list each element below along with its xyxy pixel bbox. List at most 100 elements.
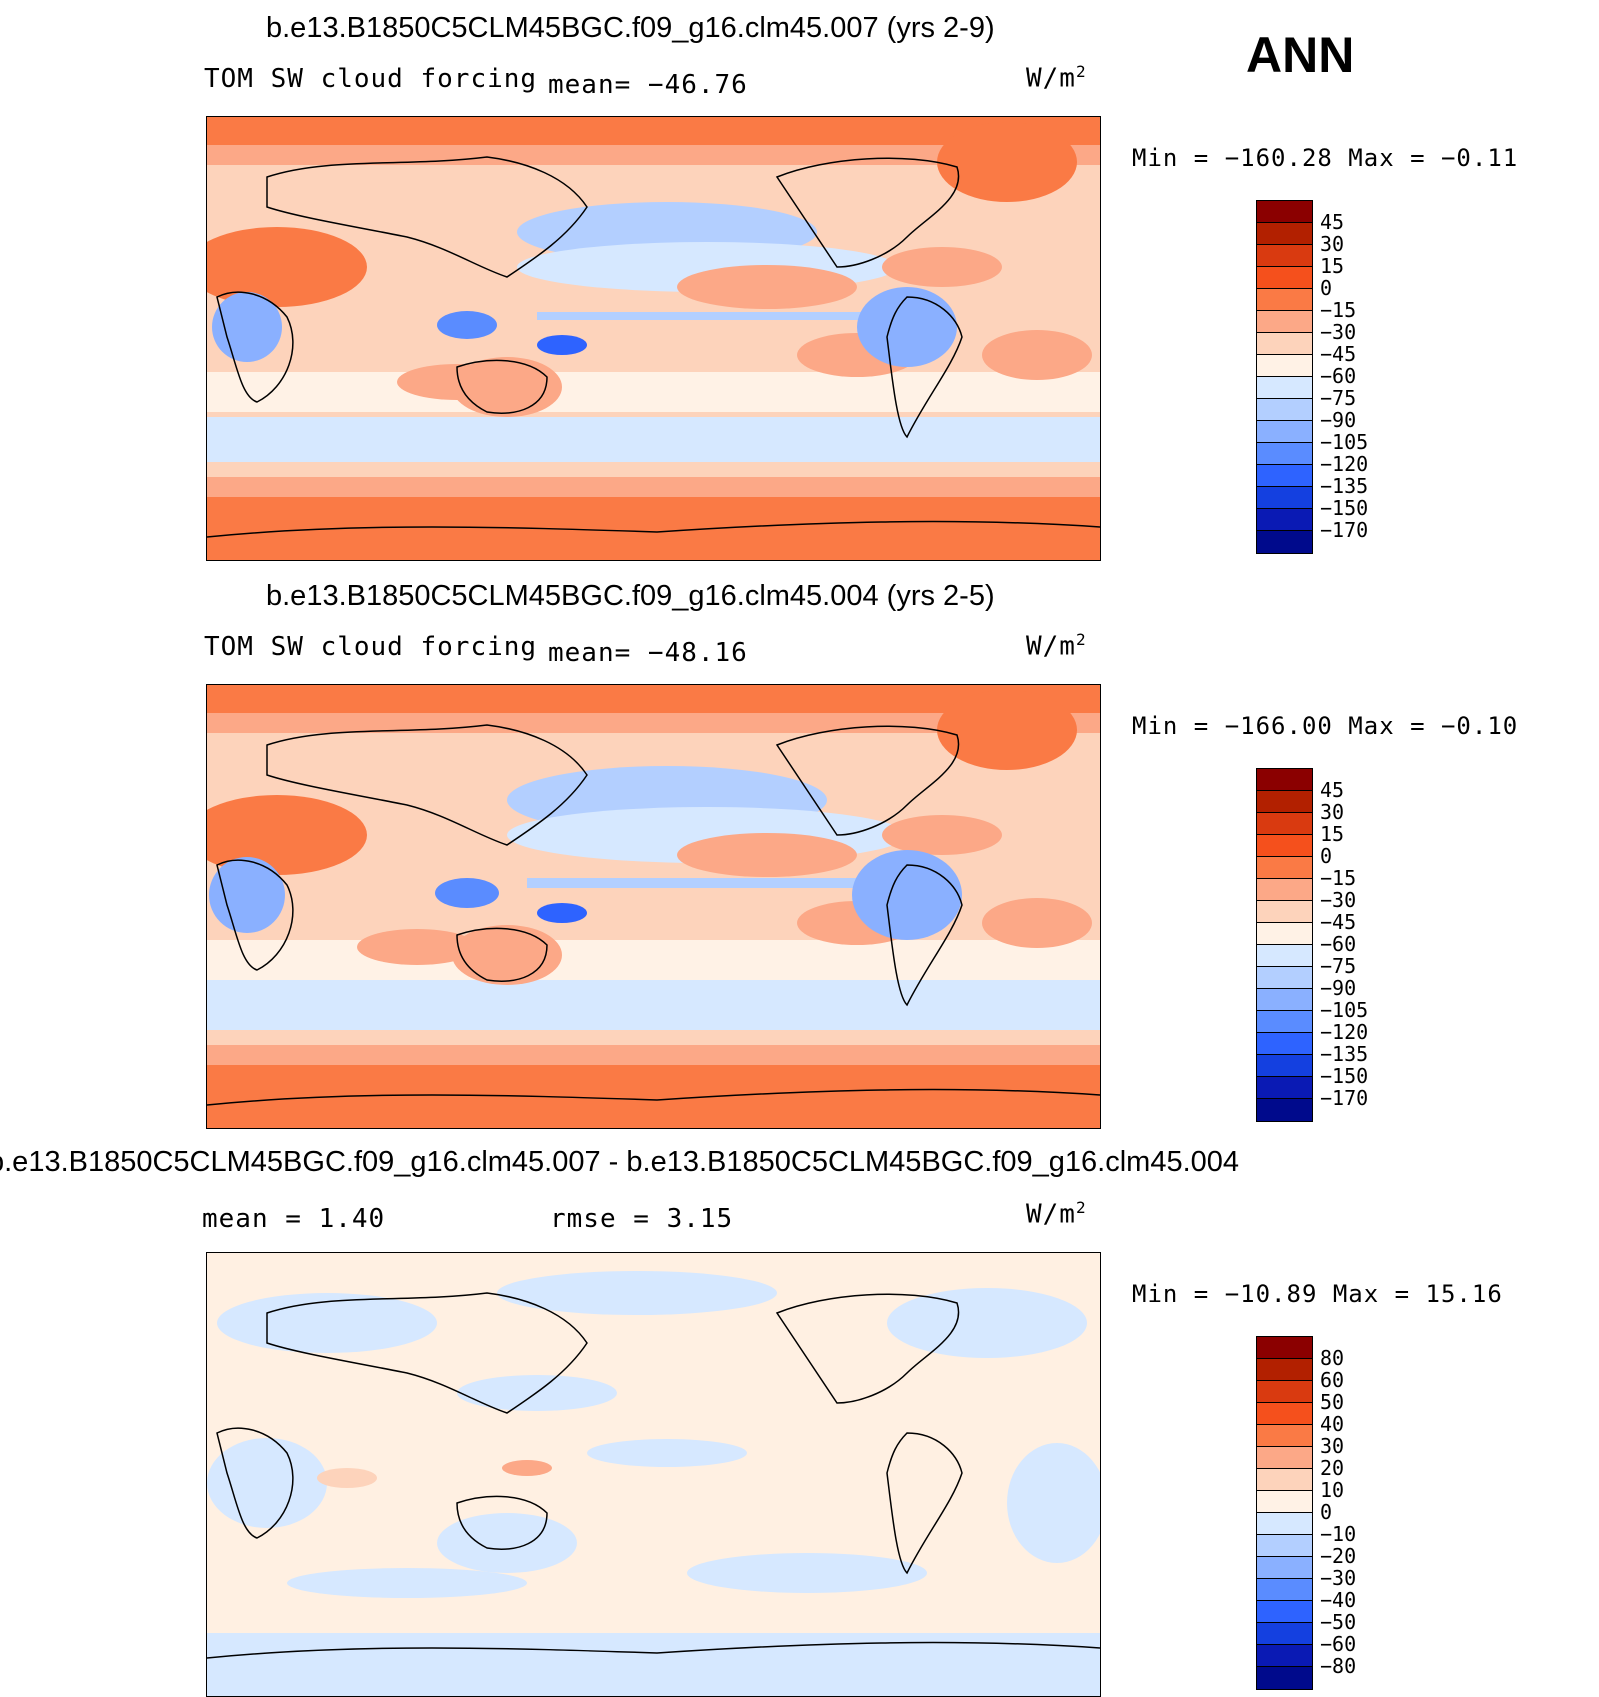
panel1-title: b.e13.B1850C5CLM45BGC.f09_g16.clm45.007 … [266, 12, 995, 44]
colorbar-swatch [1257, 1099, 1312, 1121]
panel1-map [206, 116, 1101, 561]
colorbar-label: −135 [1320, 474, 1369, 498]
colorbar-swatch [1257, 465, 1312, 487]
colorbar-label: −30 [1320, 320, 1357, 344]
colorbar-swatch [1257, 223, 1312, 245]
panel3-units: W/m2 [1026, 1198, 1087, 1230]
colorbar-swatch [1257, 1359, 1312, 1381]
colorbar-swatch [1257, 1381, 1312, 1403]
colorbar-swatch [1257, 1055, 1312, 1077]
colorbar-swatch [1257, 355, 1312, 377]
panel2-units: W/m2 [1026, 630, 1087, 662]
panel1-units: W/m2 [1026, 62, 1087, 94]
colorbar-label: 0 [1320, 1500, 1333, 1524]
colorbar-label: 30 [1320, 232, 1345, 256]
colorbar-label: 15 [1320, 822, 1345, 846]
colorbar-swatch [1257, 901, 1312, 923]
colorbar-swatch [1257, 201, 1312, 223]
panel2-title: b.e13.B1850C5CLM45BGC.f09_g16.clm45.004 … [266, 580, 995, 612]
colorbar-label: −10 [1320, 1522, 1357, 1546]
colorbar-label: −120 [1320, 1020, 1369, 1044]
colorbar-label: −30 [1320, 1566, 1357, 1590]
colorbar-swatch [1257, 857, 1312, 879]
colorbar-swatch [1257, 1469, 1312, 1491]
colorbar-swatch [1257, 333, 1312, 355]
colorbar-swatch [1257, 377, 1312, 399]
colorbar-label: 40 [1320, 1412, 1345, 1436]
colorbar-swatch [1257, 1579, 1312, 1601]
panel3-mean: mean = 1.40 [202, 1204, 386, 1234]
colorbar-swatch [1257, 1337, 1312, 1359]
colorbar-swatch [1257, 1513, 1312, 1535]
colorbar-label: −105 [1320, 998, 1369, 1022]
colorbar-label: 0 [1320, 844, 1333, 868]
panel3-map [206, 1252, 1101, 1697]
colorbar-label: −60 [1320, 932, 1357, 956]
colorbar-label: −90 [1320, 408, 1357, 432]
panel2-minmax: Min = −166.00 Max = −0.10 [1132, 712, 1519, 740]
colorbar-swatch [1257, 879, 1312, 901]
colorbar-swatch [1257, 813, 1312, 835]
colorbar-swatch [1257, 1491, 1312, 1513]
panel2-variable: TOM SW cloud forcing [204, 632, 538, 662]
colorbar-swatch [1257, 509, 1312, 531]
colorbar-label: −45 [1320, 910, 1357, 934]
colorbar-swatch [1257, 311, 1312, 333]
colorbar-swatch [1257, 1601, 1312, 1623]
colorbar-label: −40 [1320, 1588, 1357, 1612]
colorbar-swatch [1257, 1535, 1312, 1557]
panel1-variable: TOM SW cloud forcing [204, 64, 538, 94]
colorbar-label: 45 [1320, 210, 1345, 234]
colorbar-swatch [1257, 531, 1312, 553]
colorbar-swatch [1257, 1033, 1312, 1055]
colorbar-label: 45 [1320, 778, 1345, 802]
colorbar-label: 80 [1320, 1346, 1345, 1370]
colorbar-label: −60 [1320, 1632, 1357, 1656]
colorbar-label: −50 [1320, 1610, 1357, 1634]
colorbar-label: −105 [1320, 430, 1369, 454]
colorbar-label: −90 [1320, 976, 1357, 1000]
panel1-minmax: Min = −160.28 Max = −0.11 [1132, 144, 1519, 172]
season-label: ANN [1246, 27, 1355, 83]
colorbar-label: −60 [1320, 364, 1357, 388]
colorbar-label: 0 [1320, 276, 1333, 300]
colorbar-label: −135 [1320, 1042, 1369, 1066]
colorbar-swatch [1257, 487, 1312, 509]
colorbar-label: −150 [1320, 496, 1369, 520]
colorbar-swatch [1257, 1447, 1312, 1469]
colorbar-label: −30 [1320, 888, 1357, 912]
panel3-rmse: rmse = 3.15 [550, 1204, 734, 1234]
colorbar-label: 30 [1320, 1434, 1345, 1458]
colorbar-swatch [1257, 1667, 1312, 1689]
panel2-mean: mean= −48.16 [548, 638, 748, 668]
colorbar-label: 15 [1320, 254, 1345, 278]
panel1-colorbar [1256, 200, 1313, 554]
colorbar-label: 10 [1320, 1478, 1345, 1502]
colorbar-label: −120 [1320, 452, 1369, 476]
colorbar-label: 20 [1320, 1456, 1345, 1480]
colorbar-swatch [1257, 443, 1312, 465]
colorbar-label: 30 [1320, 800, 1345, 824]
colorbar-swatch [1257, 835, 1312, 857]
panel2-colorbar [1256, 768, 1313, 1122]
colorbar-swatch [1257, 245, 1312, 267]
colorbar-swatch [1257, 1623, 1312, 1645]
colorbar-label: −80 [1320, 1654, 1357, 1678]
colorbar-swatch [1257, 1011, 1312, 1033]
panel3-title: b.e13.B1850C5CLM45BGC.f09_g16.clm45.007 … [0, 1146, 1240, 1178]
colorbar-swatch [1257, 945, 1312, 967]
colorbar-swatch [1257, 1077, 1312, 1099]
colorbar-swatch [1257, 967, 1312, 989]
colorbar-swatch [1257, 923, 1312, 945]
colorbar-swatch [1257, 421, 1312, 443]
colorbar-label: −75 [1320, 386, 1357, 410]
colorbar-label: 60 [1320, 1368, 1345, 1392]
colorbar-label: −170 [1320, 518, 1369, 542]
colorbar-swatch [1257, 399, 1312, 421]
colorbar-label: −15 [1320, 298, 1357, 322]
colorbar-label: −20 [1320, 1544, 1357, 1568]
colorbar-swatch [1257, 267, 1312, 289]
colorbar-label: −150 [1320, 1064, 1369, 1088]
panel3-minmax: Min = −10.89 Max = 15.16 [1132, 1280, 1503, 1308]
panel2-map [206, 684, 1101, 1129]
